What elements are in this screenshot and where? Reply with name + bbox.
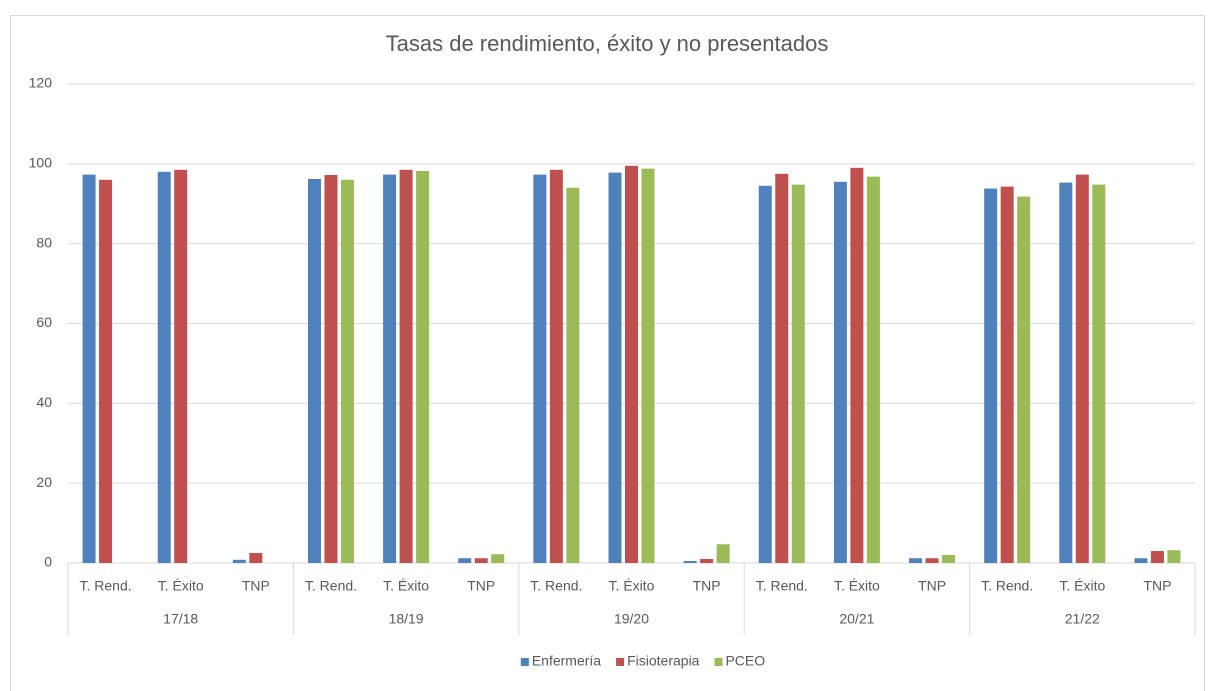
x-tick-label: TNP: [918, 578, 946, 594]
legend-label: PCEO: [725, 653, 765, 669]
y-tick-label: 80: [36, 234, 52, 250]
bar: [458, 558, 472, 563]
x-tick-label: TNP: [1143, 578, 1171, 594]
bar: [157, 171, 171, 564]
bar: [399, 169, 413, 563]
group-label: 20/21: [839, 611, 874, 627]
x-tick-label: T. Rend.: [756, 578, 808, 594]
y-tick-label: 40: [36, 394, 52, 410]
bar: [683, 561, 697, 563]
group-label: 17/18: [163, 611, 198, 627]
bar: [566, 187, 580, 564]
bar: [625, 165, 638, 563]
x-tick-label: T. Rend.: [305, 578, 357, 594]
bar: [758, 185, 772, 563]
bar: [474, 558, 488, 563]
bar: [700, 559, 714, 563]
x-tick-label: T. Rend.: [79, 578, 131, 594]
x-tick-label: T. Éxito: [834, 578, 880, 594]
bar: [491, 554, 505, 563]
bar: [925, 558, 939, 563]
x-tick-label: T. Éxito: [158, 578, 204, 594]
bar: [232, 559, 246, 563]
x-tick-label: TNP: [467, 578, 495, 594]
bar: [324, 175, 338, 563]
bar: [1017, 196, 1031, 563]
bar: [174, 169, 188, 563]
bar: [307, 179, 321, 564]
legend-swatch: [714, 658, 723, 666]
x-tick-label: T. Éxito: [383, 578, 429, 594]
bar: [340, 179, 354, 564]
bar: [1150, 551, 1164, 563]
bar: [533, 174, 547, 563]
x-tick-label: T. Rend.: [981, 578, 1033, 594]
bar: [641, 168, 655, 563]
bar: [1167, 550, 1181, 563]
group-label: 21/22: [1065, 611, 1100, 627]
x-tick-label: T. Rend.: [530, 578, 582, 594]
legend-swatch: [616, 658, 625, 666]
group-label: 19/20: [614, 611, 649, 627]
x-tick-label: TNP: [242, 578, 270, 594]
bar: [608, 172, 622, 564]
bar: [1092, 184, 1106, 563]
bar: [850, 167, 864, 563]
bar: [383, 174, 397, 563]
bar: [909, 558, 923, 563]
bar: [249, 553, 263, 563]
y-tick-label: 0: [44, 554, 52, 570]
y-tick-label: 60: [36, 314, 52, 330]
bar: [1059, 182, 1073, 563]
legend-label: Fisioterapia: [627, 653, 700, 669]
bar: [416, 171, 430, 564]
bar: [775, 173, 789, 563]
bar: [1000, 186, 1014, 564]
bar: [99, 179, 113, 564]
bar: [716, 544, 730, 563]
x-tick-label: T. Éxito: [1059, 578, 1105, 594]
bar: [1134, 558, 1148, 563]
bar: [984, 188, 998, 563]
legend-label: Enfermería: [532, 653, 601, 669]
bar: [1075, 174, 1089, 563]
chart-title: Tasas de rendimiento, éxito y no present…: [386, 31, 829, 56]
y-tick-label: 120: [29, 75, 53, 91]
bar: [82, 174, 96, 563]
group-label: 18/19: [389, 611, 424, 627]
x-tick-label: TNP: [693, 578, 721, 594]
bar: [942, 555, 956, 563]
x-tick-label: T. Éxito: [609, 578, 655, 594]
bar: [549, 169, 563, 563]
bar: [791, 184, 805, 563]
y-tick-label: 100: [29, 155, 53, 171]
y-tick-label: 20: [36, 474, 52, 490]
legend-swatch: [520, 658, 529, 666]
bar: [866, 176, 880, 563]
bar: [833, 181, 847, 563]
